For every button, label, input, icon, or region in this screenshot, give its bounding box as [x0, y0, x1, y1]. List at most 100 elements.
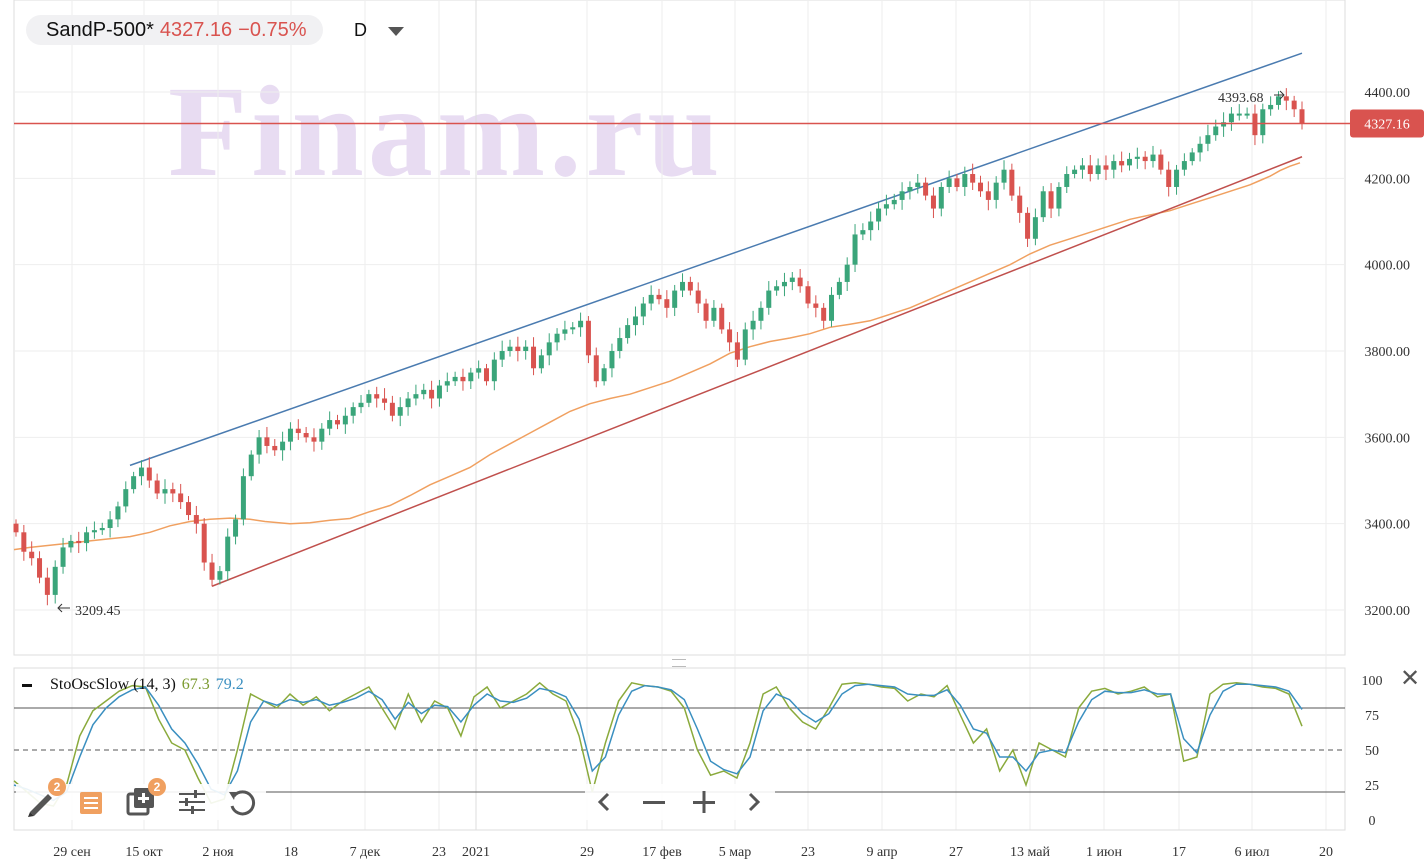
- candle-body: [1056, 186, 1062, 209]
- x-tick-label: 13 май: [1010, 845, 1050, 860]
- draw-tool-button[interactable]: 2: [26, 778, 66, 818]
- candle-body: [193, 515, 199, 524]
- candle-body: [115, 506, 121, 520]
- x-tick-label: 9 апр: [866, 845, 897, 860]
- candle-body: [264, 437, 270, 446]
- candle: [91, 521, 97, 539]
- scroll-left-button[interactable]: [590, 786, 618, 818]
- candle: [985, 181, 991, 211]
- candle-body: [84, 532, 90, 544]
- y-tick-label: 3600.00: [1365, 431, 1411, 446]
- layers-badge: 2: [148, 778, 166, 796]
- candle: [860, 223, 866, 241]
- candle-body: [868, 221, 874, 231]
- candle-body: [672, 290, 678, 308]
- candle-body: [978, 182, 983, 192]
- candle: [1283, 88, 1289, 111]
- layers-button[interactable]: 2: [126, 778, 166, 818]
- candle-body: [162, 489, 168, 494]
- candle: [1056, 182, 1062, 217]
- x-tick-label: 7 дек: [350, 845, 381, 860]
- candle-body: [186, 502, 192, 516]
- candle: [193, 505, 199, 534]
- zoom-in-button[interactable]: [690, 786, 718, 818]
- candle-body: [468, 372, 474, 382]
- settings-button[interactable]: [176, 786, 208, 818]
- candle-body: [907, 186, 913, 192]
- last-price: 4327.16: [159, 18, 233, 41]
- candle-body: [1025, 212, 1031, 239]
- candle-body: [954, 178, 960, 187]
- candle: [632, 306, 638, 336]
- candle-body: [452, 376, 458, 382]
- close-icon[interactable]: ✕: [1400, 665, 1421, 692]
- upper-channel-line: [129, 52, 1303, 467]
- candle: [217, 565, 223, 585]
- candle: [1142, 151, 1148, 170]
- candle: [1244, 107, 1250, 119]
- candle-body: [1032, 217, 1038, 239]
- candle-body: [1244, 113, 1250, 116]
- candle: [797, 268, 803, 293]
- list-button[interactable]: [76, 786, 108, 818]
- candle-body: [680, 281, 686, 291]
- candle: [1268, 96, 1274, 116]
- candle: [37, 551, 43, 584]
- candle-body: [146, 467, 152, 481]
- candle: [962, 166, 968, 197]
- candle-body: [342, 415, 348, 425]
- candle: [852, 224, 858, 273]
- chevron-down-icon[interactable]: [388, 27, 404, 36]
- stochastic-pane-frame: [13, 667, 1346, 831]
- candle-body: [1095, 165, 1101, 175]
- timeframe-label[interactable]: D: [354, 20, 367, 40]
- candle: [303, 426, 309, 443]
- symbol-pill[interactable]: SandP-500* 4327.16 −0.75%: [26, 15, 323, 45]
- candle-body: [1283, 96, 1289, 101]
- candle: [781, 272, 787, 297]
- candle-body: [632, 316, 638, 326]
- candle-body: [68, 540, 74, 548]
- candle: [813, 295, 819, 318]
- x-tick-label: 15 окт: [125, 845, 162, 860]
- candle: [829, 287, 835, 327]
- candle-body: [993, 182, 999, 200]
- zoom-out-button[interactable]: [640, 786, 668, 818]
- candle: [680, 273, 686, 298]
- candle: [452, 371, 458, 386]
- candle-body: [962, 174, 968, 187]
- candle: [617, 327, 623, 359]
- candle-body: [476, 368, 482, 373]
- candle-body: [335, 420, 340, 425]
- candle-body: [256, 437, 262, 455]
- lower-channel-line: [211, 156, 1303, 587]
- candle-body: [1079, 165, 1085, 170]
- watermark-text: Finam.ru: [168, 60, 724, 204]
- candle: [923, 177, 929, 201]
- candle: [844, 257, 850, 291]
- candle: [915, 174, 921, 194]
- candle-body: [844, 264, 850, 282]
- candle: [483, 363, 489, 386]
- candle: [899, 182, 905, 210]
- reset-button[interactable]: [226, 786, 258, 818]
- candle-body: [52, 566, 58, 595]
- candle-body: [1197, 143, 1203, 153]
- candle: [625, 318, 631, 344]
- candle-body: [946, 178, 952, 187]
- candle: [640, 297, 646, 326]
- stoch-y-tick-label: 75: [1365, 709, 1379, 724]
- candle: [1252, 104, 1258, 146]
- candle: [946, 170, 952, 194]
- candle: [789, 272, 795, 291]
- candle: [272, 439, 278, 456]
- candle: [562, 320, 568, 341]
- list-icon: [80, 792, 102, 814]
- stoch-y-tick-label: 100: [1362, 674, 1383, 689]
- pane-resize-handle[interactable]: [672, 659, 686, 667]
- candle-body: [429, 389, 435, 399]
- candle: [311, 428, 317, 452]
- scroll-right-button[interactable]: [740, 786, 768, 818]
- candle-body: [742, 329, 748, 360]
